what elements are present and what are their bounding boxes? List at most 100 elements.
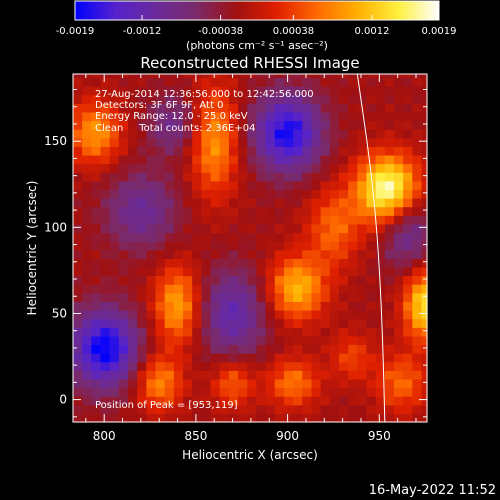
heatmap-cell xyxy=(403,249,413,259)
heatmap-cell xyxy=(173,327,184,337)
heatmap-cell xyxy=(311,232,322,242)
heatmap-cell xyxy=(228,120,239,130)
heatmap-cell xyxy=(146,344,157,354)
heatmap-cell xyxy=(91,86,102,96)
heatmap-cell xyxy=(118,335,129,346)
heatmap-cell xyxy=(192,353,202,363)
heatmap-cell xyxy=(82,258,92,268)
heatmap-cell xyxy=(421,404,428,414)
heatmap-cell xyxy=(91,387,102,397)
heatmap-cell xyxy=(173,223,184,234)
heatmap-cell xyxy=(155,111,166,122)
heatmap-cell xyxy=(256,327,267,337)
heatmap-cell xyxy=(302,111,313,122)
heatmap-cell xyxy=(293,310,303,320)
heatmap-cell xyxy=(283,301,294,311)
heatmap-cell xyxy=(164,353,175,363)
heatmap-cell xyxy=(173,163,184,173)
heatmap-cell xyxy=(265,310,276,320)
heatmap-cell xyxy=(109,413,120,423)
heatmap-cell xyxy=(210,223,221,234)
heatmap-cell xyxy=(283,370,294,380)
heatmap-cell xyxy=(173,292,184,302)
heatmap-cell xyxy=(137,249,147,259)
heatmap-cell xyxy=(173,198,184,208)
heatmap-cell xyxy=(357,249,368,259)
heatmap-cell xyxy=(192,249,202,259)
heatmap-cell xyxy=(329,404,340,414)
heatmap-cell xyxy=(293,335,303,346)
heatmap-cell xyxy=(384,74,395,79)
heatmap-cell xyxy=(421,353,428,363)
heatmap-cell xyxy=(155,404,166,414)
heatmap-cell xyxy=(265,94,276,104)
heatmap-cell xyxy=(320,413,331,423)
heatmap-cell xyxy=(91,163,102,173)
heatmap-cell xyxy=(137,387,147,397)
heatmap-cell xyxy=(164,137,175,147)
heatmap-cell xyxy=(421,137,428,147)
heatmap-cell xyxy=(201,206,212,216)
heatmap-cell xyxy=(329,310,340,320)
heatmap-cell xyxy=(183,344,193,354)
heatmap-cell xyxy=(173,275,184,285)
heatmap-cell xyxy=(256,154,267,165)
heatmap-cell xyxy=(320,180,331,191)
heatmap-cell xyxy=(173,129,184,139)
heatmap-cell xyxy=(421,275,428,285)
heatmap-cell xyxy=(311,266,322,277)
heatmap-cell xyxy=(283,146,294,156)
colorbar-tick-label: 0.0019 xyxy=(422,26,457,37)
heatmap-cell xyxy=(274,275,285,285)
heatmap-cell xyxy=(173,232,184,242)
heatmap-cell xyxy=(146,172,157,182)
heatmap-cell xyxy=(109,241,120,251)
heatmap-cell xyxy=(146,206,157,216)
heatmap-cell xyxy=(329,129,340,139)
heatmap-cell xyxy=(403,404,413,414)
heatmap-cell xyxy=(329,120,340,130)
heatmap-cell xyxy=(192,86,202,96)
heatmap-cell xyxy=(375,215,386,225)
heatmap-cell xyxy=(329,223,340,234)
heatmap-cell xyxy=(146,74,157,79)
heatmap-cell xyxy=(100,206,111,216)
colorbar-tick-label: 0.0012 xyxy=(354,26,389,37)
heatmap-cell xyxy=(128,353,138,363)
heatmap-cell xyxy=(357,266,368,277)
heatmap-cell xyxy=(274,335,285,346)
heatmap-cell xyxy=(128,215,138,225)
heatmap-cell xyxy=(146,327,157,337)
heatmap-cell xyxy=(393,74,404,79)
heatmap-cell xyxy=(274,180,285,191)
heatmap-cell xyxy=(155,86,166,96)
heatmap-cell xyxy=(403,361,413,371)
heatmap-cell xyxy=(210,301,221,311)
heatmap-cell xyxy=(91,344,102,354)
heatmap-cell xyxy=(338,206,349,216)
heatmap-cell xyxy=(348,353,358,363)
heatmap-cell xyxy=(338,275,349,285)
heatmap-cell xyxy=(100,378,111,389)
heatmap-cell xyxy=(329,163,340,173)
heatmap-cell xyxy=(192,370,202,380)
heatmap-cell xyxy=(201,215,212,225)
heatmap-cell xyxy=(329,258,340,268)
heatmap-cell xyxy=(256,241,267,251)
heatmap-cell xyxy=(329,215,340,225)
heatmap-cell xyxy=(375,103,386,113)
heatmap-cell xyxy=(393,163,404,173)
heatmap-cell xyxy=(366,387,377,397)
heatmap-cell xyxy=(412,284,423,294)
x-tick-label: 950 xyxy=(368,429,391,443)
heatmap-cell xyxy=(137,146,147,156)
heatmap-cell xyxy=(118,241,129,251)
heatmap-cell xyxy=(247,327,258,337)
heatmap-cell xyxy=(274,353,285,363)
heatmap-cell xyxy=(201,284,212,294)
heatmap-cell xyxy=(128,344,138,354)
heatmap-cell xyxy=(320,163,331,173)
heatmap-cell xyxy=(219,241,230,251)
heatmap-cell xyxy=(238,146,248,156)
heatmap-cell xyxy=(412,189,423,199)
